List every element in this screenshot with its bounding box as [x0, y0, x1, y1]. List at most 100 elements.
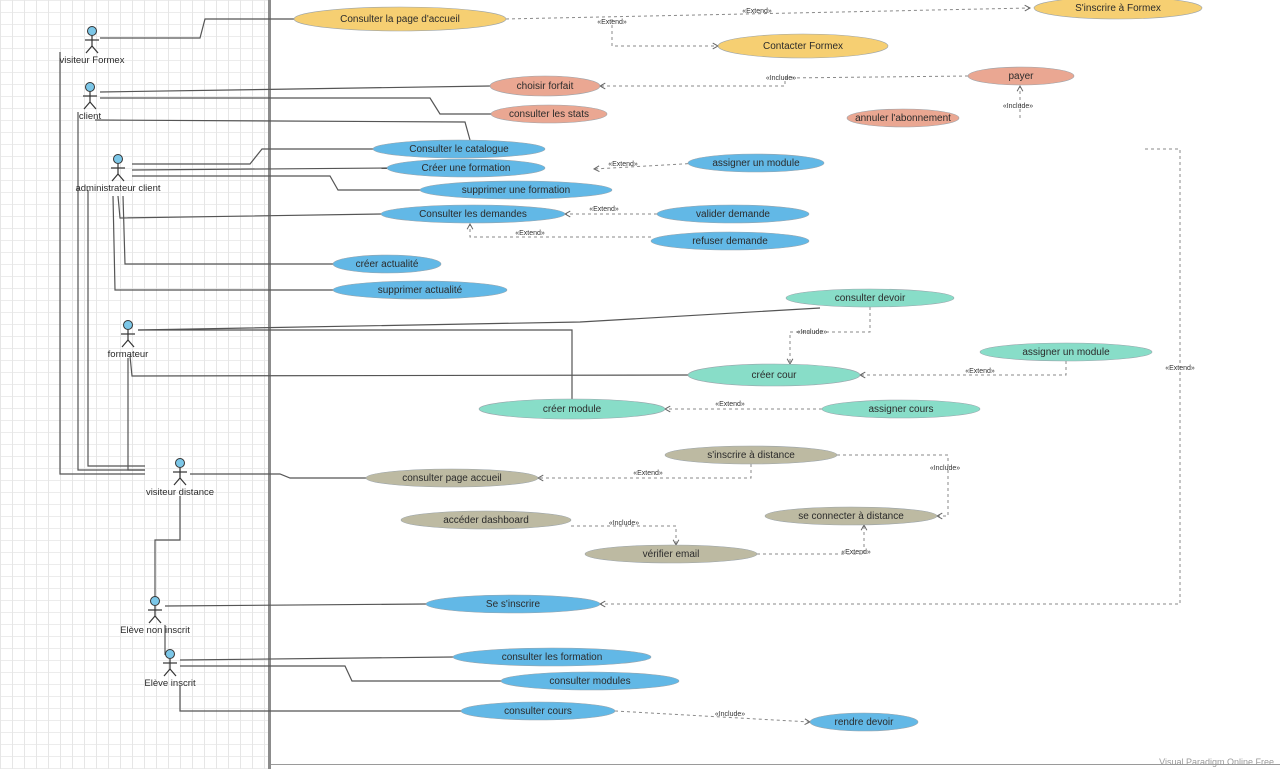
generalization-line — [77, 112, 145, 471]
dependency-include: «Include» — [786, 307, 871, 366]
arrow-head — [598, 600, 606, 608]
use-case-label: créer cour — [751, 370, 797, 381]
actors: visiteur Formex client administrateur clie… — [60, 26, 214, 690]
actor-visiteur-distance[interactable]: visiteur distance — [146, 458, 214, 499]
use-case-consulter-cours[interactable]: consulter cours — [460, 701, 616, 721]
association-formateur-creer_cour — [129, 355, 689, 377]
association-eleve_inscrit-consulter_cours — [179, 686, 461, 712]
use-case-label: assigner un module — [712, 158, 800, 169]
generalization-line — [87, 190, 145, 467]
use-case-label: supprimer une formation — [462, 185, 570, 196]
stereotype-label: «Include» — [1003, 103, 1033, 110]
stereotype-label: «Extend» — [1165, 365, 1195, 372]
dependency-include: «Include» — [571, 520, 680, 547]
association-visiteur_formex-consulter_accueil — [100, 18, 294, 39]
use-case-consulter-devoir[interactable]: consulter devoir — [785, 288, 955, 308]
use-case-sinscrire[interactable]: Se s'inscrire — [425, 594, 601, 614]
stereotype-label: «Include» — [609, 520, 639, 527]
association-client-choisir_forfait — [99, 85, 491, 93]
arrow-head — [592, 165, 600, 173]
use-case-creer-cour[interactable]: créer cour — [687, 363, 861, 387]
association-client-consulter_stats — [100, 97, 491, 115]
dependency-lines: «Extend» «Extend» «Include» «Include» «Exten… — [466, 4, 1195, 726]
use-case-contacter-formex[interactable]: Contacter Formex — [717, 33, 889, 59]
use-case-assigner-cours[interactable]: assigner cours — [821, 399, 981, 419]
use-case-annuler-abonnement[interactable]: annuler l'abonnement — [846, 108, 960, 128]
use-case-creer-formation[interactable]: Créer une formation — [386, 158, 546, 178]
dependency-extend: «Extend» — [663, 401, 822, 413]
actor-label: visiteur Formex — [60, 55, 125, 66]
use-case-ellipse — [764, 506, 938, 526]
use-case-consulter-accueil[interactable]: Consulter la page d'accueil — [293, 6, 507, 32]
association-administrateur_client-consulter_demandes — [117, 195, 382, 219]
stereotype-label: «Include» — [766, 75, 796, 82]
actor-formateur[interactable]: formateur — [108, 320, 149, 361]
use-case-payer[interactable]: payer — [967, 66, 1075, 86]
use-case-ellipse — [967, 66, 1075, 86]
stereotype-label: «Extend» — [742, 8, 772, 15]
use-case-ellipse — [478, 398, 666, 420]
association-administrateur_client-creer_formation — [131, 167, 388, 171]
association-formateur-creer_module — [138, 329, 573, 399]
association-administrateur_client-creer_actualite — [122, 195, 333, 265]
use-case-choisir-forfait[interactable]: choisir forfait — [489, 75, 601, 97]
use-case-ellipse — [332, 254, 442, 274]
use-case-assigner-un-module[interactable]: assigner un module — [979, 342, 1153, 362]
actor-client[interactable]: client — [79, 82, 102, 123]
use-case-ellipse — [372, 139, 546, 159]
use-case-consulter-modules[interactable]: consulter modules — [500, 671, 680, 691]
system-boundary-bottom — [271, 764, 1280, 765]
use-case-ellipse — [400, 510, 572, 530]
use-case-consulter-demandes[interactable]: Consulter les demandes — [380, 204, 566, 224]
use-case-label: consulter devoir — [835, 293, 906, 304]
actor-head-icon — [85, 82, 95, 92]
use-case-consulter-formation[interactable]: consulter les formation — [452, 647, 652, 667]
actor-area-grid — [0, 0, 270, 769]
use-case-consulter-stats[interactable]: consulter les stats — [490, 104, 608, 124]
actor-administrateur-client[interactable]: administrateur client — [75, 154, 161, 195]
actor-eleve-inscrit[interactable]: Elève inscrit — [144, 649, 196, 690]
use-case-creer-actualite[interactable]: créer actualité — [332, 254, 442, 274]
use-case-ellipse — [979, 342, 1153, 362]
generalization-line — [154, 496, 181, 600]
stereotype-label: «Extend» — [515, 230, 545, 237]
actor-label: Elève non inscrit — [120, 625, 190, 636]
use-case-creer-module[interactable]: créer module — [478, 398, 666, 420]
actor-eleve-non-inscrit[interactable]: Elève non inscrit — [120, 596, 190, 637]
dependency-extend: «Extend» — [536, 464, 752, 482]
use-case-supprimer-formation[interactable]: supprimer une formation — [419, 180, 613, 200]
use-case-sinscrire-formex[interactable]: S'inscrire à Formex — [1033, 0, 1203, 20]
use-case-ellipse — [687, 363, 861, 387]
use-case-supprimer-actualite[interactable]: supprimer actualité — [332, 280, 508, 300]
use-case-consulter-catalogue[interactable]: Consulter le catalogue — [372, 139, 546, 159]
actor-visiteur-formex[interactable]: visiteur Formex — [60, 26, 125, 67]
dependency-extend: «Extend» — [597, 19, 720, 50]
use-case-label: refuser demande — [692, 236, 768, 247]
use-case-label: Consulter les demandes — [419, 209, 527, 220]
use-case-label: Contacter Formex — [763, 41, 843, 52]
use-case-assigner-module[interactable]: assigner un module — [687, 153, 825, 173]
stereotype-label: «Extend» — [633, 470, 663, 477]
use-case-sinscrire-distance[interactable]: s'inscrire à distance — [664, 445, 838, 465]
use-case-valider-demande[interactable]: valider demande — [656, 204, 810, 224]
use-case-verifier-email[interactable]: vérifier email — [584, 544, 758, 564]
use-case-refuser-demande[interactable]: refuser demande — [650, 231, 810, 251]
use-case-ellipse — [500, 671, 680, 691]
use-case-label: supprimer actualité — [378, 285, 463, 296]
dependency-include: «Include» — [598, 75, 969, 90]
use-case-label: créer module — [543, 404, 602, 415]
use-case-rendre-devoir[interactable]: rendre devoir — [809, 712, 919, 732]
use-case-se-connecter-distance[interactable]: se connecter à distance — [764, 506, 938, 526]
use-case-label: accéder dashboard — [443, 515, 529, 526]
arrow-head — [1016, 84, 1024, 92]
use-case-label: Se s'inscrire — [486, 599, 541, 610]
use-case-consulter-page-accueil[interactable]: consulter page accueil — [365, 468, 539, 488]
use-case-ellipse — [425, 594, 601, 614]
use-case-ellipse — [584, 544, 758, 564]
use-case-acceder-dashboard[interactable]: accéder dashboard — [400, 510, 572, 530]
use-case-label: valider demande — [696, 209, 770, 220]
dependency-include: «Include» — [614, 710, 812, 726]
use-case-ellipse — [846, 108, 960, 128]
use-case-ellipse — [687, 153, 825, 173]
